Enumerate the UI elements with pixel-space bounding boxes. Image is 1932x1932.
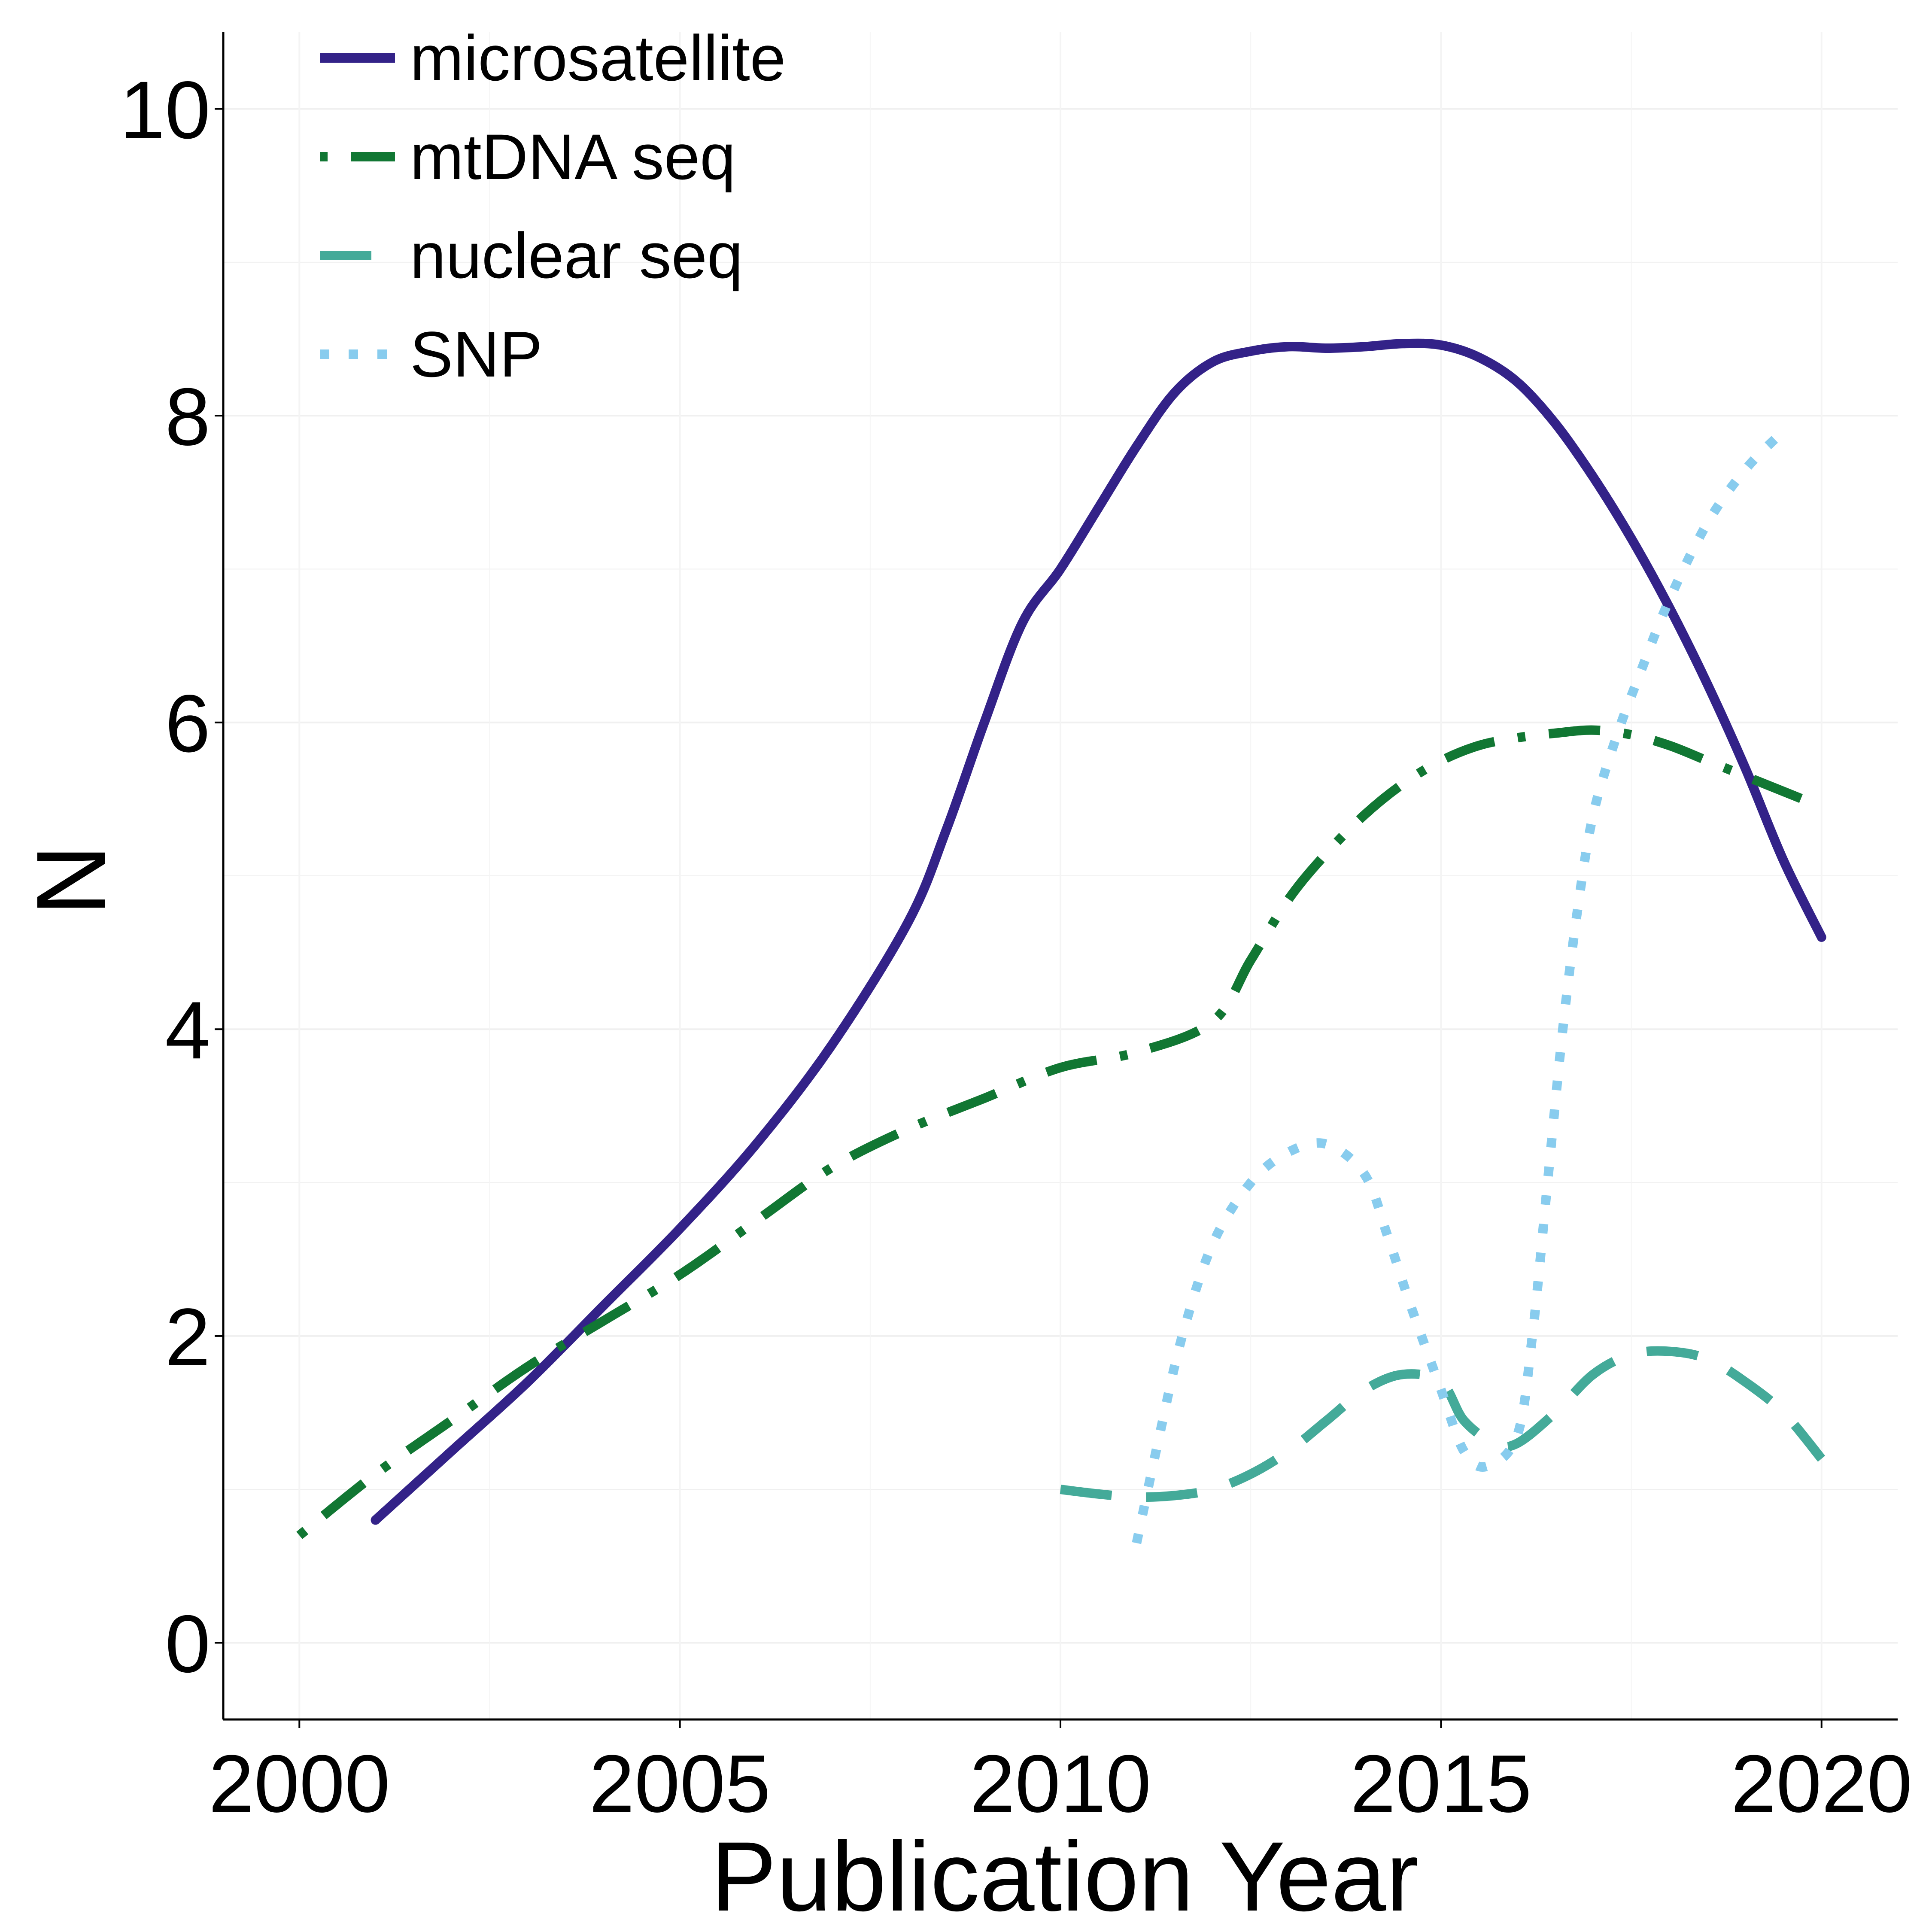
y-tick-label: 8: [165, 371, 210, 462]
x-axis-title: Publication Year: [711, 1821, 1419, 1932]
gridlines: [223, 32, 1898, 1719]
y-tick-label: 0: [165, 1598, 210, 1689]
x-tick-label: 2020: [1731, 1738, 1912, 1829]
tick-labels: 2000 2005 2010 2015 2020 0 2 4 6 8 10: [120, 65, 1912, 1829]
y-tick-label: 10: [120, 65, 210, 156]
series-line-mtdna-seq: [296, 725, 1823, 1539]
series-line-nuclear-seq: [1060, 1346, 1826, 1502]
y-tick-label: 2: [165, 1292, 210, 1383]
x-tick-label: 2005: [589, 1738, 771, 1829]
legend-label: SNP: [410, 318, 542, 390]
legend-label: nuclear seq: [410, 219, 743, 292]
legend-label: mtDNA seq: [410, 121, 736, 193]
x-tick-label: 2000: [209, 1738, 390, 1829]
legend: microsatellite mtDNA seq nuclear seq SNP: [320, 22, 786, 390]
x-tick-label: 2010: [970, 1738, 1151, 1829]
legend-label: microsatellite: [410, 22, 786, 94]
y-axis-title: N: [16, 844, 126, 916]
series-lines: [296, 338, 1826, 1544]
x-tick-label: 2015: [1350, 1738, 1532, 1829]
y-tick-label: 4: [165, 985, 210, 1076]
series-line-microsatellite: [371, 338, 1826, 1525]
y-tick-label: 6: [165, 678, 210, 769]
